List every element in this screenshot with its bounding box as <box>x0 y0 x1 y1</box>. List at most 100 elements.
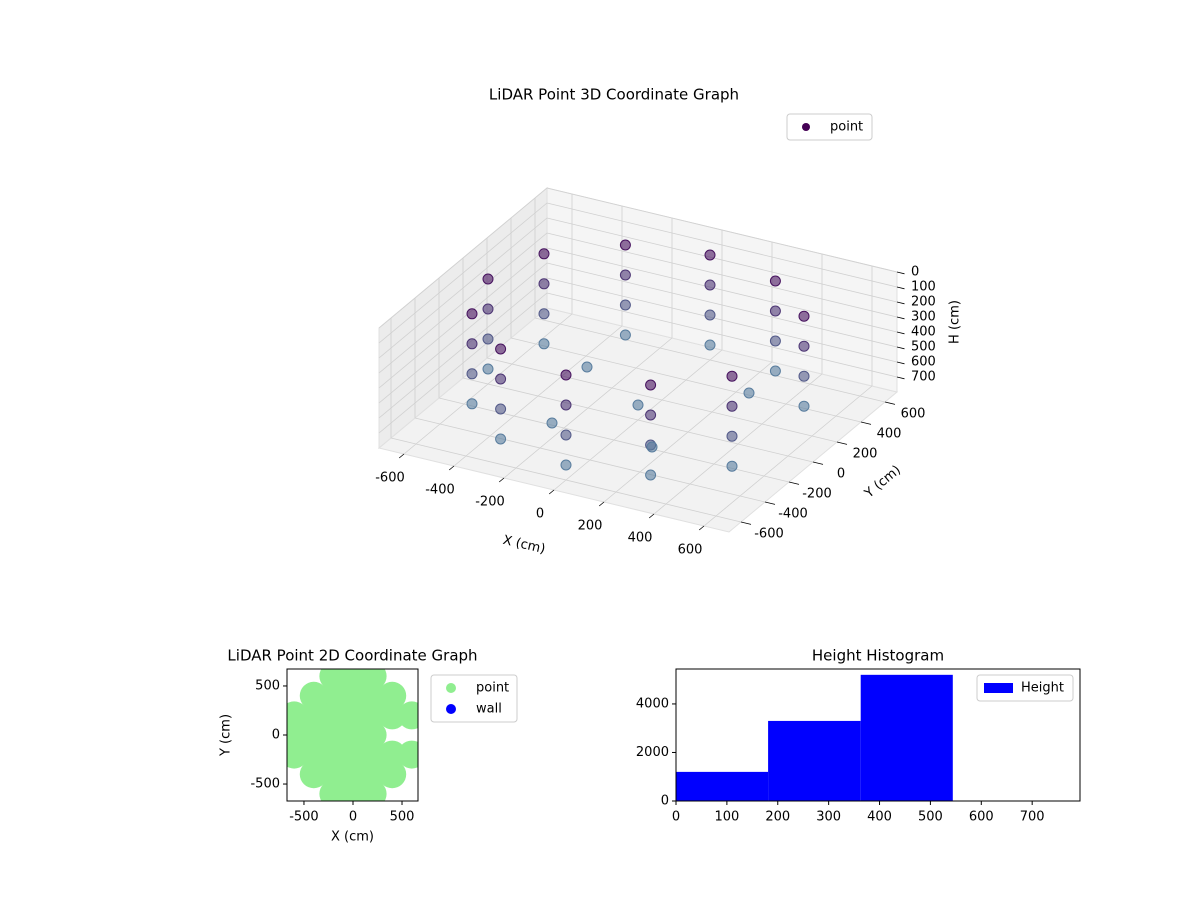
y-tick-label: 0 <box>837 467 845 482</box>
y-tick-label: 0 <box>661 794 669 809</box>
chart-title: LiDAR Point 2D Coordinate Graph <box>227 647 477 665</box>
tick-mark <box>740 521 752 525</box>
legend-label: Height <box>1021 681 1064 696</box>
grid-line <box>546 292 898 378</box>
data-point <box>466 338 478 350</box>
tick-mark <box>812 461 824 465</box>
y-tick-label: -200 <box>802 487 832 502</box>
bar <box>768 720 861 801</box>
data-point <box>581 361 593 373</box>
legend-box <box>786 113 873 141</box>
grid-line <box>378 202 548 344</box>
data-point <box>358 760 387 789</box>
data-point <box>299 681 328 710</box>
x-tick-label: 200 <box>765 810 790 825</box>
y-tick-label: 0 <box>272 728 280 743</box>
grid-line <box>378 247 548 389</box>
tick-mark <box>896 271 905 275</box>
data-point <box>538 308 550 320</box>
data-point <box>338 701 367 730</box>
grid-line <box>546 247 898 333</box>
legend-box <box>976 674 1074 702</box>
y-tick-label: -400 <box>778 507 808 522</box>
x-tick-label: 100 <box>714 810 739 825</box>
tick-mark <box>598 501 605 507</box>
tick-mark <box>448 465 455 471</box>
tick-mark <box>398 453 405 459</box>
data-point <box>495 373 507 385</box>
x-tick-label: 600 <box>678 543 703 558</box>
data-point <box>482 273 494 285</box>
data-point <box>319 760 348 789</box>
data-point <box>538 248 550 260</box>
legend-marker <box>802 123 810 131</box>
data-point <box>769 305 781 317</box>
data-point <box>378 740 407 769</box>
data-point <box>299 721 328 749</box>
tick-mark <box>896 361 905 365</box>
data-point <box>769 365 781 377</box>
data-point <box>560 459 572 471</box>
x-axis-label: X (cm) <box>331 830 374 845</box>
z-tick-label: 100 <box>911 280 936 295</box>
grid-line <box>378 277 548 419</box>
data-point <box>646 441 658 453</box>
x-tick-label: 400 <box>867 810 892 825</box>
data-point <box>798 340 810 352</box>
tick-mark <box>896 346 905 350</box>
data-point <box>299 740 328 769</box>
data-point <box>378 681 407 710</box>
x-tick-label: -500 <box>289 810 319 825</box>
data-point <box>538 278 550 290</box>
data-point <box>378 701 407 730</box>
data-point <box>645 409 657 421</box>
data-point <box>645 379 657 391</box>
x-tick-label: 0 <box>349 810 357 825</box>
z-tick-label: 500 <box>911 340 936 355</box>
data-point <box>538 338 550 350</box>
data-point <box>560 369 572 381</box>
data-point <box>769 275 781 287</box>
z-axis-label: H (cm) <box>948 300 963 344</box>
grid-line <box>486 357 838 443</box>
y-tick-label: -500 <box>250 777 280 792</box>
data-point <box>619 299 631 311</box>
data-point <box>358 740 387 769</box>
data-point <box>726 400 738 412</box>
data-point <box>482 333 494 345</box>
y-tick-label: 2000 <box>636 745 669 760</box>
x-tick-label: 500 <box>390 810 415 825</box>
z-tick-label: 200 <box>911 295 936 310</box>
tick-mark <box>896 376 905 380</box>
data-point <box>338 760 367 789</box>
data-point <box>645 469 657 481</box>
data-point <box>319 701 348 730</box>
data-point <box>299 760 328 789</box>
grid-line <box>390 437 742 523</box>
data-point <box>482 303 494 315</box>
grid-line <box>378 292 548 434</box>
legend-marker <box>984 683 1013 693</box>
data-point <box>358 701 387 730</box>
data-point <box>726 430 738 442</box>
data-point <box>338 681 367 710</box>
legend-marker <box>446 704 456 714</box>
legend-label: point <box>476 681 509 696</box>
tick-mark <box>896 286 905 290</box>
data-point <box>619 329 631 341</box>
data-point <box>378 760 407 789</box>
tick-mark <box>788 481 800 485</box>
data-point <box>338 740 367 769</box>
z-tick-label: 0 <box>911 265 919 280</box>
legend-label: point <box>830 120 863 135</box>
tick-mark <box>896 331 905 335</box>
x-tick-label: -600 <box>375 471 405 486</box>
tick-mark <box>648 513 655 519</box>
tick-mark <box>884 401 896 405</box>
data-point <box>560 429 572 441</box>
data-point <box>798 370 810 382</box>
y-tick-label: -600 <box>754 527 784 542</box>
chart-title: Height Histogram <box>812 647 944 665</box>
grid-line <box>378 262 548 404</box>
data-point <box>743 387 755 399</box>
